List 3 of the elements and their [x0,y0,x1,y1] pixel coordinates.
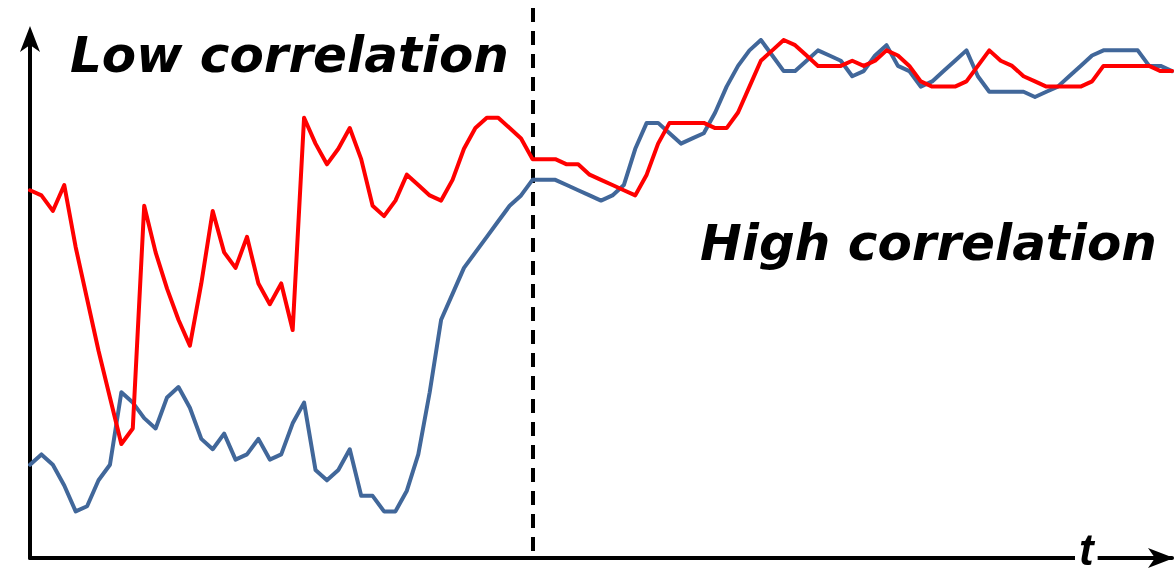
annotation: Low correlation [70,26,509,84]
x-axis-title: t [1079,524,1096,574]
annotation: High correlation [700,214,1157,272]
